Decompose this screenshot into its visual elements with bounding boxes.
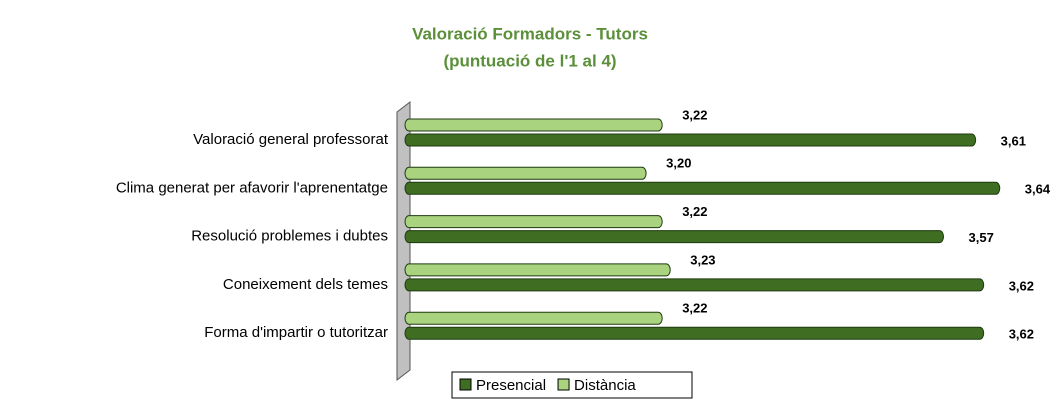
legend-swatch — [557, 378, 570, 391]
bar — [404, 326, 985, 340]
bar — [404, 278, 985, 292]
value-label: 3,22 — [682, 301, 707, 316]
category-label: Forma d'impartir o tutoritzar — [204, 324, 388, 341]
value-label: 3,23 — [690, 252, 715, 267]
value-label: 3,62 — [1009, 278, 1034, 293]
bar — [404, 215, 663, 229]
value-label: 3,57 — [969, 230, 994, 245]
bar — [404, 166, 647, 180]
bar — [404, 311, 663, 325]
value-label: 3,64 — [1025, 182, 1051, 197]
value-label: 3,61 — [1001, 133, 1026, 148]
chart-title: Valoració Formadors - Tutors — [412, 24, 648, 43]
legend-swatch — [459, 378, 472, 391]
legend-label: Distància — [574, 377, 636, 394]
legend-label: Presencial — [476, 377, 546, 394]
bar — [404, 118, 663, 132]
bar — [404, 263, 671, 277]
category-label: Coneixement dels temes — [223, 276, 388, 293]
chart-subtitle: (puntuació de l'1 al 4) — [443, 51, 616, 70]
value-label: 3,62 — [1009, 327, 1034, 342]
value-label: 3,22 — [682, 204, 707, 219]
value-label: 3,20 — [666, 156, 691, 171]
category-label: Clima generat per afavorir l'aprenentatg… — [116, 179, 388, 196]
bar — [404, 133, 977, 147]
legend-box — [451, 371, 693, 399]
value-label: 3,22 — [682, 107, 707, 122]
category-label: Resolució problemes i dubtes — [191, 228, 388, 245]
bar — [404, 181, 1001, 195]
bar — [404, 230, 945, 244]
category-label: Valoració general professorat — [193, 131, 389, 148]
